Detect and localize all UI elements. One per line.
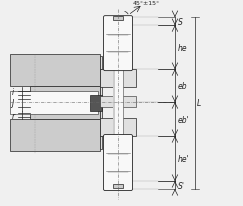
Text: i: i — [12, 87, 14, 96]
Bar — [113, 28, 115, 179]
Polygon shape — [100, 57, 102, 70]
FancyBboxPatch shape — [104, 17, 132, 71]
Text: eb: eb — [178, 82, 188, 91]
Bar — [30, 87, 100, 119]
Text: he': he' — [178, 154, 190, 163]
Text: J: J — [11, 98, 13, 107]
Text: L: L — [197, 98, 201, 107]
Text: S: S — [178, 18, 183, 27]
Bar — [100, 97, 136, 108]
Bar — [100, 118, 136, 136]
Bar — [100, 70, 136, 88]
Text: r: r — [12, 111, 15, 120]
Polygon shape — [10, 55, 100, 87]
Polygon shape — [10, 119, 100, 151]
Text: S': S' — [178, 181, 185, 190]
Polygon shape — [100, 136, 102, 149]
Text: eb': eb' — [178, 115, 190, 124]
Bar — [113, 28, 123, 179]
Bar — [113, 184, 123, 188]
Text: he: he — [178, 43, 188, 52]
Bar — [113, 17, 123, 21]
Bar — [90, 96, 102, 111]
Text: 45°±15°: 45°±15° — [133, 1, 160, 6]
Bar — [100, 70, 102, 136]
Bar — [10, 92, 98, 115]
FancyBboxPatch shape — [104, 135, 132, 191]
